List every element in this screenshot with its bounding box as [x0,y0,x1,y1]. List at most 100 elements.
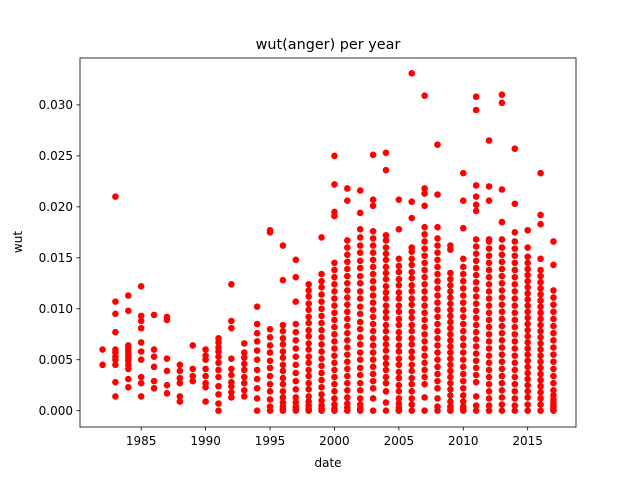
data-point [318,312,325,320]
data-point [511,407,519,414]
data-point [356,303,364,311]
data-point [369,249,377,256]
data-point [202,383,209,391]
data-point [305,379,312,387]
data-point [421,302,428,310]
data-point [382,256,390,264]
data-point [421,316,428,324]
data-point [447,385,454,393]
data-point [305,359,312,367]
data-point [318,369,325,377]
data-point [240,379,248,387]
data-point [215,366,222,374]
data-point [266,342,274,349]
data-point [408,69,416,77]
data-point [498,279,506,287]
data-point [189,342,197,349]
data-point [408,380,416,388]
data-point [395,262,403,270]
data-point [524,271,531,279]
data-point [318,277,325,285]
y-axis-label: wut [11,231,25,253]
data-point [344,308,351,316]
data-point [537,278,544,286]
data-point [356,257,364,265]
data-point [408,214,416,222]
data-point [459,263,467,271]
data-point [176,367,184,375]
data-point [344,365,351,373]
data-point [99,361,106,369]
data-point [382,347,390,354]
data-point [344,265,351,273]
data-point [331,338,338,345]
data-point [408,314,416,322]
data-point [537,169,544,177]
data-point [228,389,235,396]
data-point [434,370,441,378]
data-point [305,300,312,307]
data-point [344,294,351,301]
data-point [498,251,506,259]
data-point [292,345,300,352]
y-tick-label: 0.015 [39,251,73,265]
data-point [305,287,312,294]
data-point [447,275,454,283]
data-point [421,185,428,192]
data-point [524,308,531,316]
data-point [434,349,441,356]
data-point [550,379,557,387]
data-point [459,384,467,392]
data-point [112,298,119,305]
data-point [421,252,428,260]
data-point [485,407,493,414]
data-point [550,372,557,380]
data-point [472,257,480,265]
data-point [356,209,364,217]
data-point [369,202,377,210]
data-point [369,363,377,371]
data-point [434,363,441,371]
data-point [176,379,184,387]
data-point [421,407,428,414]
data-point [189,365,197,373]
data-point [524,394,531,401]
data-point [498,315,506,323]
data-point [382,314,390,322]
data-point [137,317,145,325]
data-point [331,302,338,310]
data-point [253,356,261,364]
data-point [498,258,506,266]
data-point [472,357,480,365]
data-point [137,379,145,387]
data-point [485,380,493,388]
data-point [485,316,493,324]
data-point [382,263,390,271]
data-point [485,330,493,338]
data-point [369,377,377,385]
data-point [356,364,364,372]
data-point [408,308,416,316]
data-point [537,401,544,408]
data-point [511,373,519,381]
data-point [228,324,235,332]
data-point [344,387,351,394]
data-point [459,407,467,414]
data-point [537,315,544,323]
data-point [395,308,403,316]
data-point [498,186,506,193]
data-point [459,320,467,328]
data-point [125,375,132,383]
data-point [408,367,416,375]
data-point [485,352,493,359]
data-point [356,225,364,233]
data-point [253,395,261,402]
data-point [292,256,300,264]
data-point [537,407,544,414]
data-point [112,193,119,200]
data-point [459,299,467,306]
data-point [421,345,428,352]
data-point [253,384,261,392]
data-point [266,334,274,341]
data-point [318,234,325,241]
